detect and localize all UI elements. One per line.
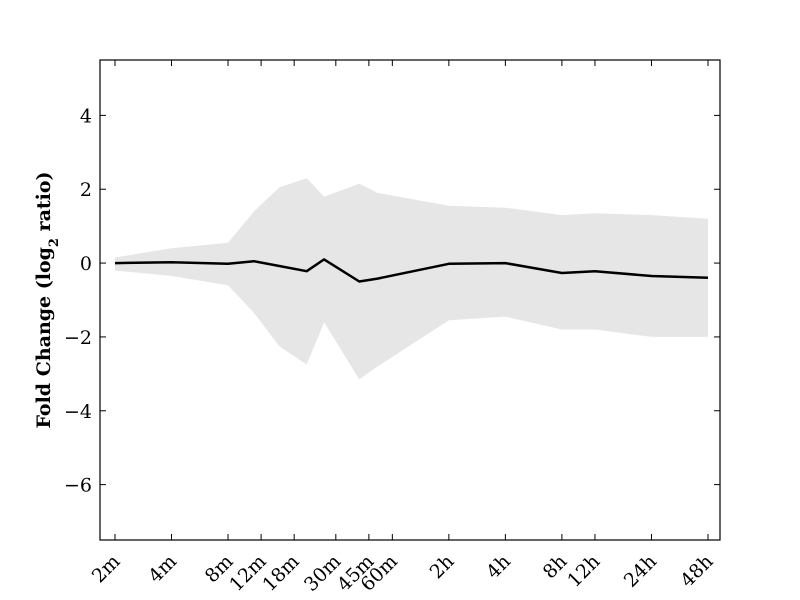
y-tick-label: −6 <box>64 475 92 497</box>
y-axis-label-subscript: 2 <box>47 238 62 247</box>
confidence-band <box>115 178 708 380</box>
x-tick-label: 24h <box>620 550 661 591</box>
y-tick-label: −4 <box>64 401 92 423</box>
y-axis: 4 2 0 −2 −4 −6 <box>64 105 720 497</box>
x-tick-label: 2h <box>426 550 459 583</box>
x-tick-label: 30m <box>300 550 345 595</box>
y-axis-label-tail: ratio) <box>33 171 55 238</box>
x-tick-label: 48h <box>676 550 717 591</box>
y-axis-label-main: Fold Change (log <box>33 247 55 428</box>
x-tick-label: 12m <box>225 550 270 595</box>
x-tick-label: 4m <box>144 550 181 587</box>
y-tick-label: 0 <box>80 253 92 275</box>
plot-frame <box>99 59 721 541</box>
x-tick-label: 2m <box>88 550 125 587</box>
x-tick-label: 18m <box>258 550 303 595</box>
x-tick-label: 4h <box>482 550 515 583</box>
y-tick-label: 2 <box>80 179 92 201</box>
y-tick-label: −2 <box>64 327 92 349</box>
y-axis-label: Fold Change (log2 ratio) <box>33 171 62 428</box>
plot-area <box>114 178 709 380</box>
series-line-0 <box>114 258 709 283</box>
x-tick-label: 12h <box>563 550 604 591</box>
y-tick-label: 4 <box>80 105 92 127</box>
